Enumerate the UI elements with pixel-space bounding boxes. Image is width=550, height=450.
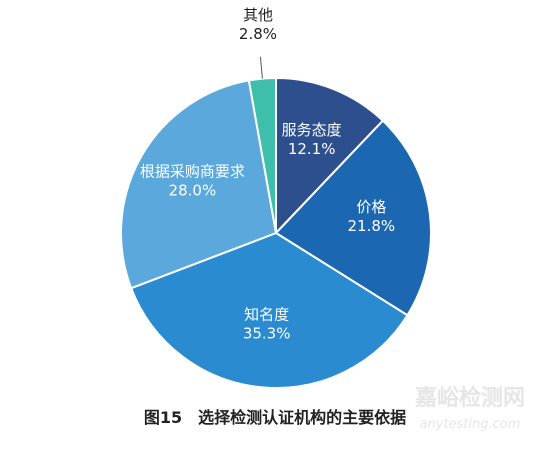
slice-label: 其他 — [243, 6, 273, 24]
slice-label: 知名度 — [244, 306, 289, 324]
slice-label: 根据采购商要求 — [140, 163, 245, 181]
value-label: 21.8% — [348, 217, 396, 235]
leader-line — [259, 56, 263, 79]
slice — [129, 231, 409, 389]
slice — [120, 79, 278, 290]
slice — [275, 76, 385, 236]
value-label: 12.1% — [288, 140, 336, 158]
watermark: 嘉峪检测网 — [415, 385, 525, 411]
chart-title: 图15 选择检测认证机构的主要依据 — [144, 408, 406, 427]
value-label: 35.3% — [243, 325, 291, 343]
value-label: 28.0% — [169, 182, 217, 200]
value-label: 2.8% — [239, 25, 277, 43]
slice-label: 服务态度 — [282, 121, 342, 139]
watermark-url: anytesting.com — [420, 417, 521, 432]
slice-label: 价格 — [356, 198, 386, 216]
slice — [274, 119, 432, 317]
